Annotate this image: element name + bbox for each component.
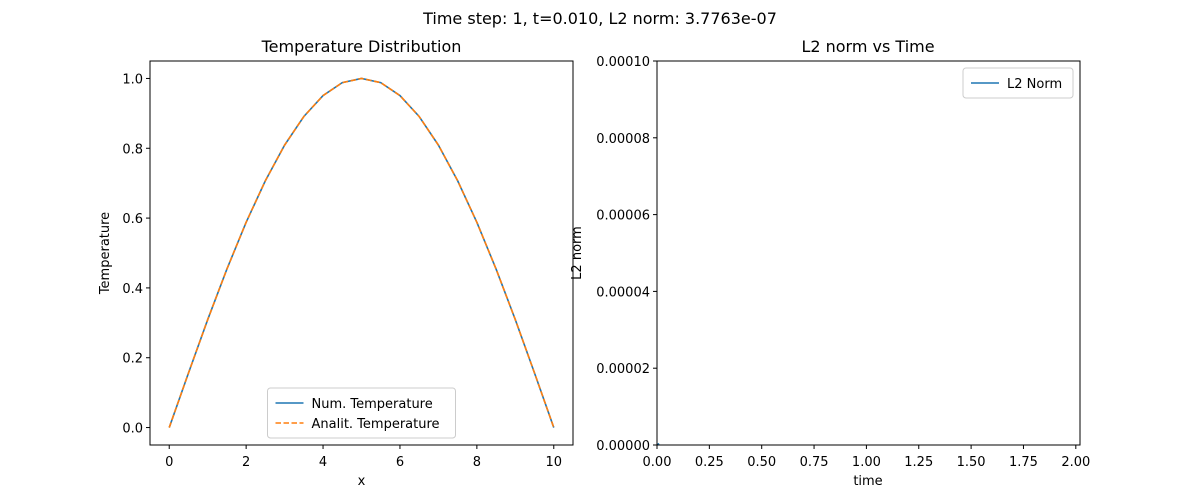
l2-norm-chart-xtick-label: 0.75 — [800, 455, 829, 470]
l2-norm-chart-legend: L2 Norm — [962, 67, 1074, 99]
temperature-chart-legend-label-1: Analit. Temperature — [312, 417, 440, 432]
temperature-chart-series-0-line — [168, 77, 555, 428]
temperature-chart-xtick-label: 4 — [319, 455, 327, 470]
l2-norm-chart-legend-box — [962, 67, 1074, 99]
temperature-chart-lines — [168, 77, 555, 428]
l2-norm-chart-frame — [656, 60, 1081, 446]
temperature-chart-xtick-label: 0 — [165, 455, 173, 470]
temperature-chart-ytick-label: 0.0 — [122, 422, 143, 437]
temperature-chart-xtick-label: 8 — [473, 455, 481, 470]
l2-norm-chart-xtick-label: 1.75 — [1009, 455, 1038, 470]
figure-suptitle: Time step: 1, t=0.010, L2 norm: 3.7763e-… — [422, 9, 777, 28]
temperature-chart-ytick-label: 0.8 — [122, 142, 143, 157]
l2-norm-chart-xtick-label: 1.25 — [904, 455, 933, 470]
l2-norm-chart: L2 norm vs Time time L2 norm 0.00 0.25 0.5… — [570, 37, 1090, 489]
l2-norm-chart-title: L2 norm vs Time — [801, 37, 934, 56]
temperature-chart-xlabel: x — [358, 474, 366, 489]
temperature-chart-ticks: 0 2 4 6 8 10 0.0 0.2 0.4 0.6 0.8 1.0 — [122, 72, 562, 470]
temperature-chart-ytick-label: 0.6 — [122, 212, 143, 227]
temperature-chart-frame — [149, 60, 574, 446]
temperature-chart-ylabel: Temperature — [98, 212, 113, 295]
l2-norm-chart-xtick-label: 0.25 — [695, 455, 724, 470]
l2-norm-chart-xtick-label: 0.00 — [643, 455, 672, 470]
temperature-chart-legend-box — [267, 387, 456, 439]
l2-norm-chart-xlabel: time — [853, 474, 882, 489]
temperature-chart-ytick-label: 0.4 — [122, 282, 143, 297]
l2-norm-chart-ylabel: L2 norm — [570, 226, 585, 280]
l2-norm-chart-ytick-label: 0.00006 — [596, 209, 650, 224]
temperature-chart-xtick-label: 2 — [242, 455, 250, 470]
temperature-chart-ytick-label: 0.2 — [122, 352, 143, 367]
temperature-chart-xtick-label: 10 — [545, 455, 562, 470]
l2-norm-chart-ytick-label: 0.00004 — [596, 285, 650, 300]
l2-norm-chart-xtick-label: 1.50 — [957, 455, 986, 470]
l2-norm-chart-xtick-label: 2.00 — [1061, 455, 1090, 470]
temperature-chart-legend: Num. Temperature Analit. Temperature — [267, 387, 456, 439]
temperature-chart-series-1-line — [168, 77, 555, 428]
l2-norm-chart-ytick-label: 0.00002 — [596, 362, 650, 377]
l2-norm-chart-ytick-label: 0.00008 — [596, 132, 650, 147]
l2-norm-chart-ytick-label: 0.00000 — [596, 439, 650, 454]
temperature-chart-title: Temperature Distribution — [261, 37, 462, 56]
temperature-chart-xtick-label: 6 — [396, 455, 404, 470]
temperature-chart: Temperature Distribution x Temperature 0… — [98, 37, 574, 489]
l2-norm-chart-legend-label-0: L2 Norm — [1007, 77, 1062, 92]
l2-norm-chart-xtick-label: 1.00 — [852, 455, 881, 470]
l2-norm-chart-ticks: 0.00 0.25 0.50 0.75 1.00 1.25 1.50 1.75 2.00 0.00… — [596, 55, 1090, 470]
l2-norm-chart-ytick-label: 0.00010 — [596, 55, 650, 70]
temperature-chart-ytick-label: 1.0 — [122, 72, 143, 87]
l2-norm-chart-xtick-label: 0.50 — [747, 455, 776, 470]
temperature-chart-legend-label-0: Num. Temperature — [312, 397, 433, 412]
